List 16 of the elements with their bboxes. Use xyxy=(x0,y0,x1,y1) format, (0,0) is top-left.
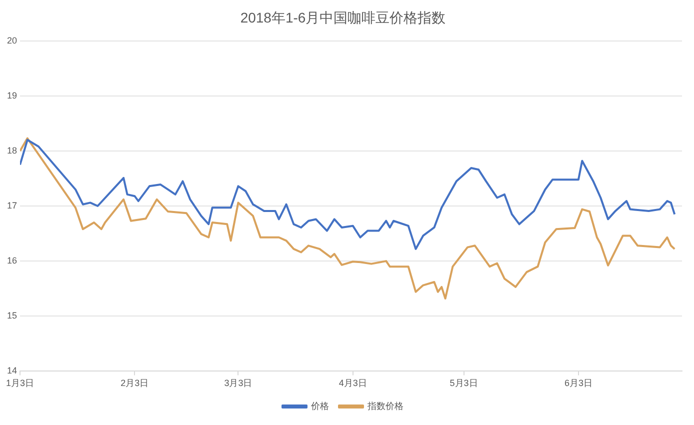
x-tick-label: 4月3日 xyxy=(338,378,367,388)
x-tick-label: 6月3日 xyxy=(564,378,592,388)
y-tick-label: 16 xyxy=(6,256,18,266)
x-tick-label: 1月3日 xyxy=(6,378,34,388)
x-tick-label: 2月3日 xyxy=(120,378,149,388)
y-tick-label: 18 xyxy=(6,145,18,156)
y-tick-label: 15 xyxy=(6,310,18,321)
y-tick-label: 20 xyxy=(6,35,18,46)
y-tick-label: 17 xyxy=(6,200,18,210)
chart-title: 2018年1-6月中国咖啡豆价格指数 xyxy=(240,9,446,26)
x-tick-label: 5月3日 xyxy=(450,378,478,388)
y-tick-label: 14 xyxy=(6,366,18,376)
legend-label: 价格 xyxy=(310,400,329,411)
legend-label: 指数价格 xyxy=(366,400,404,411)
y-tick-label: 19 xyxy=(6,90,18,100)
x-tick-label: 3月3日 xyxy=(224,378,252,388)
